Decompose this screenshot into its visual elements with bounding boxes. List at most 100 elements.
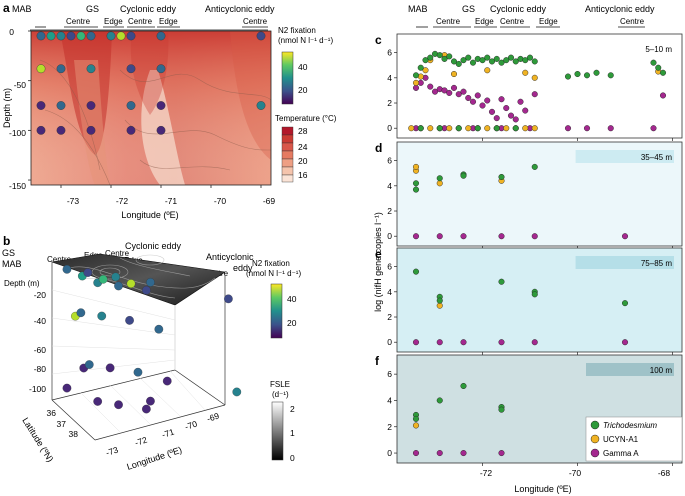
n2-point bbox=[256, 31, 266, 41]
n2-point bbox=[106, 31, 116, 41]
sub-centre2-c: Centre bbox=[500, 17, 525, 26]
nifh-point-gamma-a bbox=[465, 94, 472, 101]
nifh-point-ucyn-a1 bbox=[484, 67, 491, 74]
depth-label-box bbox=[575, 150, 674, 163]
temp-title-a: Temperature (°C) bbox=[275, 114, 337, 123]
panel-label-f: f bbox=[375, 354, 380, 368]
nifh-point-gamma-a bbox=[531, 233, 538, 240]
nifh-point-gamma-a bbox=[564, 125, 572, 132]
panel-frame bbox=[396, 247, 683, 353]
sub-edge1-a: Edge bbox=[104, 17, 123, 26]
nifh-point-trichodesmium bbox=[412, 72, 420, 79]
n2-point bbox=[156, 31, 166, 41]
n2-point bbox=[56, 64, 66, 74]
nifh-point-ucyn-a1 bbox=[412, 79, 420, 86]
panel-label-e: e bbox=[375, 247, 382, 261]
n2-point-3d bbox=[83, 268, 93, 277]
region-gs-a: GS bbox=[86, 4, 99, 14]
nifh-point-trichodesmium bbox=[422, 57, 429, 64]
b-centre1: Centre bbox=[47, 255, 72, 264]
nifh-point-gamma-a bbox=[412, 450, 420, 457]
n2-tick-a-40: 40 bbox=[298, 62, 308, 72]
ytick-label: 6 bbox=[387, 262, 392, 272]
n2-point bbox=[256, 101, 266, 110]
b-lon-69: -69 bbox=[206, 411, 221, 424]
xtick-cf-68: -68 bbox=[658, 468, 671, 478]
n2-point bbox=[36, 125, 46, 135]
b-ztick-80: -80 bbox=[34, 364, 47, 374]
nifh-point-trichodesmium bbox=[583, 72, 591, 79]
nifh-point-trichodesmium bbox=[522, 57, 529, 64]
nifh-point-gamma-a bbox=[531, 339, 538, 346]
n2-point bbox=[116, 31, 126, 41]
n2-point-3d bbox=[162, 376, 172, 386]
ytick-label: 4 bbox=[387, 181, 392, 191]
sub-centre2-a: Centre bbox=[128, 17, 153, 26]
nifh-point-gamma-a bbox=[460, 88, 467, 95]
region-cyclonic-c: Cyclonic eddy bbox=[490, 4, 547, 14]
nifh-point-trichodesmium bbox=[621, 300, 629, 307]
n2-point-3d bbox=[232, 387, 242, 397]
legend-swatch-gamma bbox=[590, 448, 600, 458]
nifh-point-trichodesmium bbox=[417, 64, 424, 71]
nifh-point-gamma-a bbox=[503, 105, 510, 112]
nifh-point-trichodesmium bbox=[450, 58, 458, 65]
nifh-point-trichodesmium bbox=[526, 54, 534, 61]
b-depth-label: Depth (m) bbox=[4, 279, 40, 288]
nifh-point-gamma-a bbox=[583, 125, 591, 132]
nifh-point-trichodesmium bbox=[460, 172, 467, 179]
region-gs-c: GS bbox=[462, 4, 475, 14]
nifh-point-gamma-a bbox=[498, 339, 505, 346]
ylabel-a: Depth (m) bbox=[2, 88, 12, 128]
depth-label: 35–45 m bbox=[641, 153, 672, 162]
n2-point bbox=[56, 31, 66, 41]
n2-point bbox=[126, 64, 136, 74]
sub-centre1-a: Centre bbox=[66, 17, 91, 26]
ylabel-cf: log (nifH gene copies l⁻¹) bbox=[373, 212, 383, 312]
nifh-point-trichodesmium bbox=[474, 125, 481, 132]
nifh-point-gamma-a bbox=[436, 450, 443, 457]
n2-point bbox=[86, 31, 96, 41]
region-cyclonic-a: Cyclonic eddy bbox=[120, 4, 177, 14]
panel-frame bbox=[396, 33, 683, 139]
legend-swatch-ucyn bbox=[590, 434, 600, 444]
nifh-point-gamma-a bbox=[460, 339, 467, 346]
ytick-a-150: -150 bbox=[9, 181, 26, 191]
panel-label-d: d bbox=[375, 141, 382, 155]
ytick-label: 4 bbox=[387, 287, 392, 297]
nifh-point-trichodesmium bbox=[427, 54, 434, 61]
fsle-tick-2: 2 bbox=[290, 404, 295, 414]
ytick-label: 0 bbox=[387, 448, 392, 458]
xtick-cf-72: -72 bbox=[480, 468, 493, 478]
ytick-label: 4 bbox=[387, 395, 392, 405]
nifh-point-trichodesmium bbox=[512, 58, 519, 65]
nifh-point-trichodesmium bbox=[460, 57, 467, 64]
nifh-point-ucyn-a1 bbox=[531, 125, 538, 132]
nifh-panel-e: e 0 2 4 6 75–85 m bbox=[375, 247, 683, 355]
b-fsle-unit: (d⁻¹) bbox=[272, 390, 289, 399]
n2-colorbar-b bbox=[270, 283, 283, 339]
ytick-label: 0 bbox=[387, 123, 392, 133]
nifh-point-trichodesmium bbox=[412, 186, 420, 193]
nifh-point-gamma-a bbox=[484, 97, 491, 104]
sub-edge2-c: Edge bbox=[539, 17, 558, 26]
n2-point-3d bbox=[105, 363, 115, 373]
nifh-point-trichodesmium bbox=[465, 54, 472, 61]
nifh-point-trichodesmium bbox=[469, 59, 477, 66]
nifh-point-gamma-a bbox=[512, 116, 519, 123]
nifh-point-trichodesmium bbox=[655, 64, 662, 71]
b-ztick-40: -40 bbox=[34, 316, 47, 326]
n2-point bbox=[156, 101, 166, 110]
n2-point bbox=[56, 125, 66, 135]
nifh-point-ucyn-a1 bbox=[522, 69, 529, 76]
nifh-point-ucyn-a1 bbox=[446, 125, 453, 132]
nifh-point-trichodesmium bbox=[593, 69, 600, 76]
n2-point bbox=[86, 101, 96, 110]
nifh-point-gamma-a bbox=[498, 450, 505, 457]
b-n2-title-2: (nmol N l⁻¹ d⁻¹) bbox=[246, 269, 301, 278]
nifh-point-gamma-a bbox=[659, 92, 667, 99]
n2-point-3d bbox=[98, 274, 108, 284]
nifh-point-trichodesmium bbox=[493, 125, 500, 132]
nifh-point-gamma-a bbox=[441, 87, 448, 94]
